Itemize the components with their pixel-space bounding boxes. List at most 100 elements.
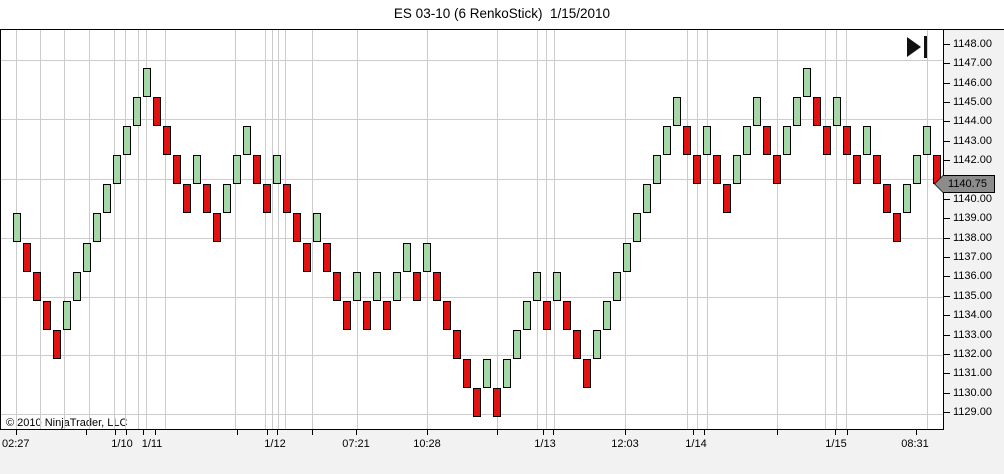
renko-brick-up: [313, 213, 321, 242]
renko-brick-up: [243, 126, 251, 155]
vertical-gridline: [165, 30, 166, 429]
price-axis[interactable]: 1148.00 1147.00 1146.00 1145.00 1144.00 1143.…: [943, 30, 1004, 430]
time-axis-label: 10:28: [413, 438, 441, 450]
vertical-gridline: [537, 30, 538, 429]
renko-brick-down: [163, 126, 171, 155]
vertical-gridline: [272, 30, 273, 429]
time-axis-label: 1/10: [111, 438, 133, 450]
renko-brick-down: [263, 184, 271, 213]
price-axis-label-text: 1129.00: [953, 406, 992, 418]
price-axis-tick: [944, 121, 950, 122]
price-axis-label-text: 1130.00: [953, 387, 992, 399]
renko-brick-down: [413, 272, 421, 301]
renko-brick-up: [913, 155, 921, 184]
time-axis-tick: [835, 430, 836, 435]
vertical-gridline: [427, 30, 428, 429]
price-axis-tick: [944, 102, 950, 103]
renko-brick-down: [203, 184, 211, 213]
time-axis-tick: [143, 430, 144, 435]
renko-brick-up: [703, 126, 711, 155]
renko-brick-down: [493, 388, 501, 417]
renko-brick-down: [253, 155, 261, 184]
price-axis-tick: [944, 83, 950, 84]
horizontal-gridline: [1, 355, 943, 356]
renko-brick-up: [523, 301, 531, 330]
renko-brick-down: [873, 155, 881, 184]
renko-brick-up: [353, 272, 361, 301]
time-axis-tick: [126, 430, 127, 435]
horizontal-gridline: [1, 297, 943, 298]
renko-brick-up: [923, 126, 931, 155]
play-to-end-icon-bar: [924, 36, 928, 58]
plot-area[interactable]: © 2010 NinjaTrader, LLC: [0, 30, 943, 430]
renko-brick-up: [903, 184, 911, 213]
vertical-gridline: [146, 30, 147, 429]
price-axis-label-text: 1143.00: [953, 135, 992, 147]
renko-brick-down: [883, 184, 891, 213]
price-axis-tick: [944, 315, 950, 316]
price-axis-tick: [944, 218, 950, 219]
renko-brick-up: [233, 155, 241, 184]
time-axis-tick: [155, 430, 156, 435]
price-axis-label-text: 1136.00: [953, 270, 992, 282]
renko-brick-down: [443, 301, 451, 330]
vertical-gridline: [114, 30, 115, 429]
price-axis-label-text: 1147.00: [953, 57, 992, 69]
time-axis-tick: [356, 430, 357, 435]
renko-brick-down: [23, 243, 31, 272]
renko-brick-up: [733, 155, 741, 184]
horizontal-gridline: [1, 119, 943, 120]
renko-brick-up: [223, 184, 231, 213]
time-axis-tick: [427, 430, 428, 435]
vertical-gridline: [89, 30, 90, 429]
last-price-badge: 1140.75: [934, 175, 995, 193]
go-to-last-bar-button[interactable]: [907, 36, 928, 58]
renko-brick-down: [343, 301, 351, 330]
renko-brick-up: [603, 301, 611, 330]
vertical-gridline: [40, 30, 41, 429]
price-axis-tick: [944, 296, 950, 297]
renko-brick-down: [363, 301, 371, 330]
vertical-gridline: [927, 30, 928, 429]
vertical-gridline: [625, 30, 626, 429]
price-axis-tick: [944, 412, 950, 413]
time-axis-tick: [115, 430, 116, 435]
renko-brick-up: [753, 97, 761, 126]
time-axis[interactable]: 02:27 1/10 1/11 1/12 07:21 10:28 1/13 12:03 1/14…: [0, 430, 1004, 474]
time-axis-tick: [267, 430, 268, 435]
renko-brick-up: [103, 184, 111, 213]
renko-brick-up: [83, 243, 91, 272]
vertical-gridline: [497, 30, 498, 429]
time-axis-label: 1/12: [264, 438, 286, 450]
renko-brick-down: [573, 330, 581, 359]
renko-brick-down: [823, 126, 831, 155]
price-axis-label-text: 1131.00: [953, 367, 992, 379]
time-axis-tick: [497, 430, 498, 435]
price-axis-label-text: 1144.00: [953, 115, 992, 127]
renko-brick-up: [393, 272, 401, 301]
renko-brick-up: [613, 272, 621, 301]
renko-brick-down: [333, 272, 341, 301]
price-axis-label-text: 1140.00: [953, 193, 992, 205]
renko-brick-up: [663, 126, 671, 155]
renko-brick-down: [293, 213, 301, 242]
time-axis-tick: [86, 430, 87, 435]
vertical-gridline: [554, 30, 555, 429]
time-axis-tick: [704, 430, 705, 435]
renko-brick-down: [323, 243, 331, 272]
renko-brick-down: [713, 155, 721, 184]
renko-brick-up: [633, 213, 641, 242]
renko-brick-down: [583, 359, 591, 388]
renko-brick-down: [173, 155, 181, 184]
price-axis-label-text: 1138.00: [953, 232, 992, 244]
renko-brick-down: [683, 126, 691, 155]
renko-brick-down: [433, 272, 441, 301]
time-axis-tick: [543, 430, 544, 435]
price-axis-label-text: 1137.00: [953, 251, 992, 263]
time-axis-tick: [916, 430, 917, 435]
time-axis-label: 1/15: [825, 438, 847, 450]
renko-brick-up: [643, 184, 651, 213]
price-axis-tick: [944, 276, 950, 277]
renko-brick-up: [423, 243, 431, 272]
price-axis-tick: [944, 44, 950, 45]
